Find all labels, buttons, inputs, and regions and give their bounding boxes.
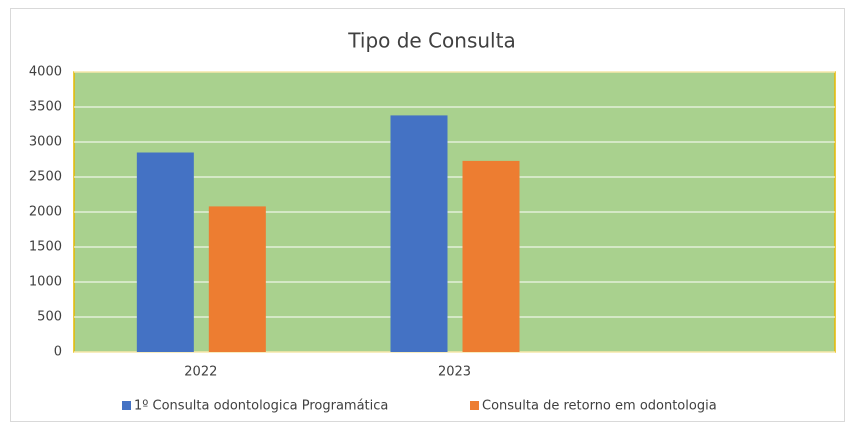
- x-tick-label: 2022: [184, 365, 217, 380]
- bar: [136, 152, 194, 352]
- legend-swatch: [470, 401, 479, 410]
- y-tick-label: 1000: [29, 275, 62, 290]
- y-tick-label: 3500: [29, 100, 62, 115]
- x-tick-label: 2023: [438, 365, 471, 380]
- y-tick-label: 3000: [29, 135, 62, 150]
- legend-swatch: [122, 401, 131, 410]
- y-tick-label: 2500: [29, 170, 62, 185]
- legend-label: 1º Consulta odontologica Programática: [134, 399, 388, 414]
- bar: [462, 160, 520, 352]
- legend-label: Consulta de retorno em odontologia: [482, 399, 717, 414]
- y-tick-label: 1500: [29, 240, 62, 255]
- y-tick-label: 0: [54, 345, 62, 360]
- bar: [208, 206, 266, 352]
- y-tick-label: 4000: [29, 65, 62, 80]
- chart-title: Tipo de Consulta: [347, 29, 515, 53]
- bar: [390, 115, 448, 353]
- y-tick-label: 500: [37, 310, 62, 325]
- y-tick-label: 2000: [29, 205, 62, 220]
